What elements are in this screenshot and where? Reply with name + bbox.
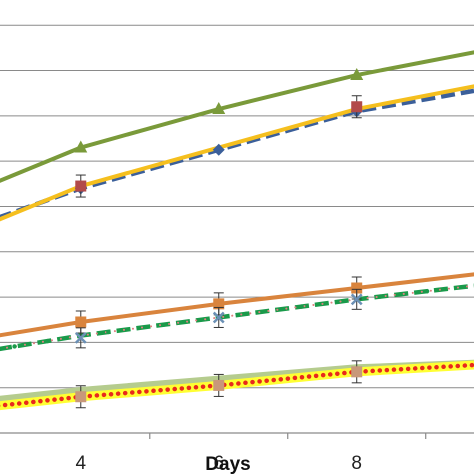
series-6-bead-1-2: [106, 329, 111, 335]
series-0-point-1: [74, 140, 88, 153]
series-9-line: [0, 360, 474, 411]
series-6-bead-3-6: [424, 288, 430, 294]
series-markers: [12, 68, 430, 409]
series-6-bead-0-2: [12, 344, 17, 349]
series-11-point-0: [75, 391, 87, 403]
series-6-bead-1-6: [161, 322, 166, 327]
series-7-point-2: [350, 293, 363, 306]
series-1-point-2: [212, 143, 225, 156]
x-tick-label-0: 4: [75, 453, 86, 474]
x-tick-label-2: 8: [351, 453, 362, 474]
series-4-point-2: [213, 298, 225, 310]
series-lines: [0, 50, 474, 411]
series-6-bead-2-6: [299, 304, 304, 309]
series-6-bead-0-6: [45, 338, 50, 344]
series-6-bead-3-2: [377, 294, 383, 299]
gridlines: [0, 24, 474, 389]
series-11-point-1: [213, 379, 225, 391]
series-7-point-1: [212, 311, 225, 324]
series-2-point-0: [75, 180, 87, 192]
series-7-point-0: [74, 331, 87, 344]
x-tick-label-1: 6: [213, 453, 224, 474]
series-4-line: [0, 272, 474, 338]
tick-labels: 4 6 8: [75, 453, 362, 474]
series-5-line: [0, 283, 474, 352]
series-11-point-2: [351, 366, 363, 378]
series-4-point-3: [351, 282, 363, 294]
x-axis: [0, 432, 474, 439]
series-4-point-1: [75, 316, 87, 328]
series-0-point-3: [350, 68, 364, 81]
series-0-point-2: [212, 102, 226, 115]
x-axis-title: Days: [205, 454, 250, 474]
series-6-bead-2-2: [244, 311, 249, 317]
series-0-line: [0, 50, 474, 183]
series-2-point-1: [351, 101, 363, 113]
series-1-line: [0, 88, 474, 220]
